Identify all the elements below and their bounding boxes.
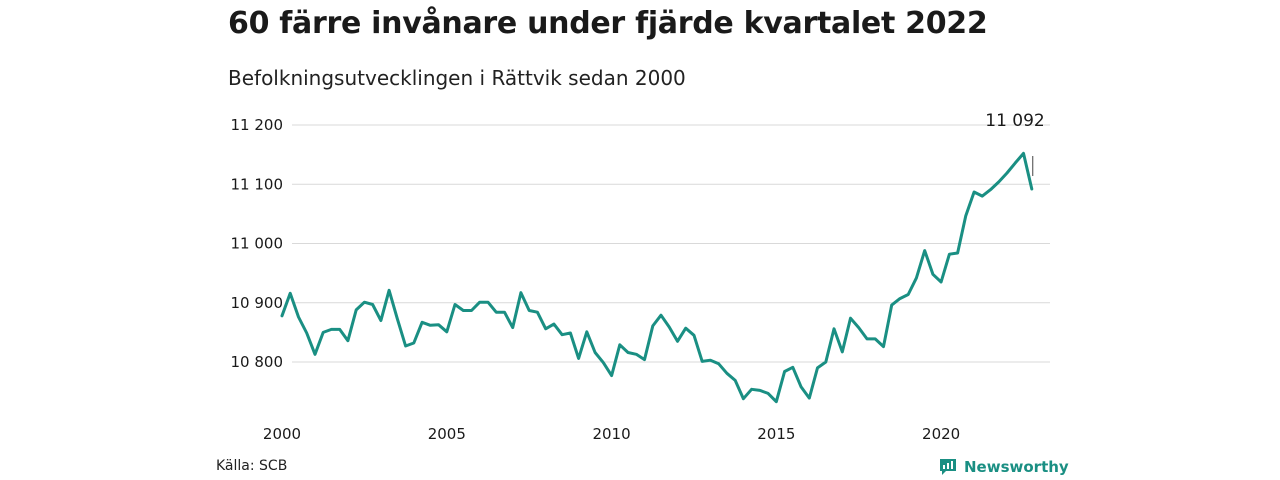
- gridlines: [292, 124, 1050, 363]
- y-tick-label: 11 200: [231, 116, 284, 134]
- y-tick-label: 10 900: [231, 294, 284, 312]
- series-group: [280, 151, 1034, 404]
- source-note: Källa: SCB: [216, 458, 288, 474]
- x-tick-label: 2000: [263, 425, 301, 443]
- y-tick-label: 11 100: [231, 175, 284, 193]
- end-value-label: 11 092: [985, 111, 1044, 131]
- y-tick-label: 10 800: [231, 353, 284, 371]
- x-tick-label: 2010: [592, 425, 630, 443]
- x-tick-label: 2005: [428, 425, 466, 443]
- y-axis-ticks: 10 800 10 900 11 000 11 100 11 200: [231, 116, 284, 371]
- chart-subtitle: Befolkningsutvecklingen i Rättvik sedan …: [228, 66, 686, 90]
- brand-logo[interactable]: Newsworthy: [938, 457, 1069, 477]
- x-tick-label: 2020: [922, 425, 960, 443]
- newsworthy-logo-icon: [940, 459, 956, 475]
- brand-name: Newsworthy: [964, 458, 1069, 476]
- series-line: [280, 151, 1034, 404]
- chart-title: 60 färre invånare under fjärde kvartalet…: [228, 6, 988, 41]
- x-axis-ticks: 2000 2005 2010 2015 2020: [263, 425, 960, 443]
- x-tick-label: 2015: [757, 425, 795, 443]
- y-tick-label: 11 000: [231, 235, 284, 253]
